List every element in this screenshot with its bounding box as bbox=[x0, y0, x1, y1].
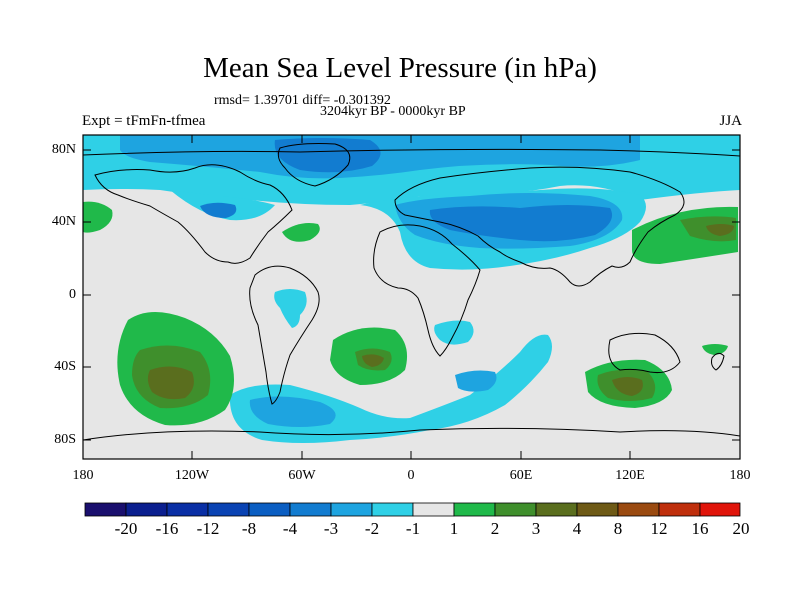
colorbar-label: 8 bbox=[613, 519, 623, 538]
colorbar-label: -3 bbox=[323, 519, 339, 538]
north-america-coast bbox=[94, 164, 293, 264]
olive-pacific-nw bbox=[706, 224, 734, 236]
cyan-south-america bbox=[274, 289, 307, 328]
australia-coast bbox=[608, 332, 681, 373]
colorbar-box-4 bbox=[207, 502, 250, 517]
colorbar-box-7 bbox=[330, 502, 373, 517]
colorbar-box-3 bbox=[166, 502, 209, 517]
lightblue-arctic bbox=[120, 135, 640, 179]
map-field bbox=[83, 135, 740, 459]
colorbar-label: -2 bbox=[364, 519, 380, 538]
stats-text: rmsd= 1.39701 diff= -0.301392 bbox=[214, 93, 391, 108]
cyan-africa-south bbox=[434, 320, 474, 345]
lat-label-0: 0 bbox=[69, 287, 76, 302]
colorbar-label: 1 bbox=[449, 519, 459, 538]
lon-label-180e: 180 bbox=[729, 468, 751, 483]
lon-label-60w: 60W bbox=[288, 468, 316, 483]
colorbar-label: -20 bbox=[114, 519, 138, 538]
green-pacific-sw bbox=[702, 344, 728, 355]
lon-label-0: 0 bbox=[407, 468, 415, 483]
map-title: Mean Sea Level Pressure (in hPa) bbox=[203, 52, 597, 84]
south-america-coast bbox=[249, 265, 320, 405]
midblue-greenland bbox=[274, 138, 381, 173]
colorbar-label: -8 bbox=[241, 519, 257, 538]
midblue-atlantic-spot bbox=[200, 202, 237, 218]
lightblue-southern-ocean bbox=[249, 396, 336, 427]
colorbar-box-14 bbox=[617, 502, 660, 517]
colorbar-label: 20 bbox=[732, 519, 750, 538]
colorbar-box-9 bbox=[412, 502, 455, 517]
lightblue-southern-ocean-2 bbox=[455, 370, 497, 392]
eurasia-coast bbox=[394, 166, 685, 287]
colorbar bbox=[84, 502, 741, 517]
green-pacific-ne bbox=[83, 201, 113, 233]
colorbar-box-12 bbox=[535, 502, 578, 517]
colorbar-box-2 bbox=[125, 502, 168, 517]
colorbar-label: 4 bbox=[572, 519, 582, 538]
colorbar-label: -1 bbox=[405, 519, 421, 538]
greenland-coast bbox=[277, 143, 351, 187]
colorbar-box-6 bbox=[289, 502, 332, 517]
lon-label-60e: 60E bbox=[509, 468, 533, 483]
colorbar-box-5 bbox=[248, 502, 291, 517]
colorbar-label: -12 bbox=[196, 519, 220, 538]
africa-coast bbox=[373, 224, 481, 357]
olive-pacific-s bbox=[147, 366, 194, 400]
lat-label-80n: 80N bbox=[51, 142, 76, 157]
axis-ticks bbox=[83, 135, 740, 459]
green-atlantic-n bbox=[282, 223, 320, 242]
colorbar-box-1 bbox=[84, 502, 127, 517]
colorbar-box-16 bbox=[699, 502, 741, 517]
lon-label-180w: 180 bbox=[72, 468, 94, 483]
midblue-asia bbox=[429, 205, 613, 242]
lat-label-80s: 80S bbox=[54, 432, 76, 447]
lon-label-120e: 120E bbox=[615, 468, 645, 483]
coastlines bbox=[83, 143, 740, 441]
colorbar-box-10 bbox=[453, 502, 496, 517]
period-text: 3204kyr BP - 0000kyr BP bbox=[320, 104, 466, 119]
colorbar-box-13 bbox=[576, 502, 619, 517]
colorbar-label: -4 bbox=[282, 519, 298, 538]
olive-indian-s bbox=[612, 377, 643, 396]
experiment-label: Expt = tFmFn-tfmea bbox=[82, 113, 206, 129]
colorbar-label: 12 bbox=[650, 519, 668, 538]
olive-atlantic-s bbox=[362, 354, 384, 367]
colorbar-box-8 bbox=[371, 502, 414, 517]
colorbar-label: 3 bbox=[531, 519, 541, 538]
lon-label-120w: 120W bbox=[174, 468, 210, 483]
lat-label-40n: 40N bbox=[51, 214, 76, 229]
colorbar-box-11 bbox=[494, 502, 537, 517]
arctic-coast bbox=[83, 148, 740, 157]
new-zealand-coast bbox=[711, 352, 725, 371]
colorbar-label: 16 bbox=[691, 519, 709, 538]
colorbar-box-15 bbox=[658, 502, 701, 517]
season-label: JJA bbox=[719, 113, 742, 129]
colorbar-label: -16 bbox=[155, 519, 179, 538]
colorbar-label: 2 bbox=[490, 519, 500, 538]
lat-label-40s: 40S bbox=[54, 359, 76, 374]
antarctica-coast bbox=[83, 427, 740, 441]
